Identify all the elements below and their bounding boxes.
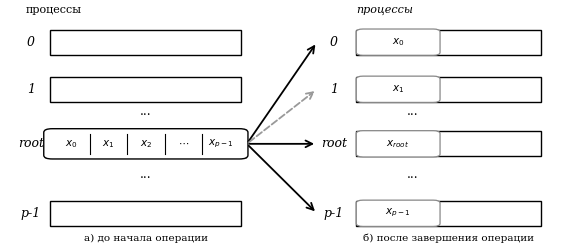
Text: $x_1$: $x_1$: [392, 83, 404, 95]
Text: $x_2$: $x_2$: [140, 138, 152, 150]
Text: $x_{p-1}$: $x_{p-1}$: [385, 207, 411, 219]
FancyBboxPatch shape: [356, 76, 440, 102]
Bar: [50, 77, 241, 102]
Text: $x_{p-1}$: $x_{p-1}$: [208, 138, 234, 150]
Text: ···: ···: [140, 172, 151, 185]
Text: $\cdots$: $\cdots$: [178, 139, 189, 148]
Text: root: root: [321, 137, 347, 150]
FancyBboxPatch shape: [356, 200, 440, 226]
Bar: [50, 30, 241, 55]
Text: root: root: [18, 137, 44, 150]
Bar: [46, 130, 246, 158]
Text: 0: 0: [27, 36, 35, 49]
Text: $x_0$: $x_0$: [392, 36, 404, 48]
FancyBboxPatch shape: [44, 129, 248, 159]
Bar: [356, 30, 541, 55]
Text: ···: ···: [140, 109, 151, 122]
FancyBboxPatch shape: [356, 29, 440, 55]
Text: p-1: p-1: [21, 207, 41, 220]
Text: $x_{root}$: $x_{root}$: [387, 138, 410, 150]
Text: $x_0$: $x_0$: [65, 138, 77, 150]
Bar: [356, 77, 541, 102]
Text: процессы: процессы: [25, 5, 81, 15]
Text: 1: 1: [330, 83, 338, 96]
Text: ···: ···: [407, 109, 418, 122]
Bar: [356, 201, 541, 226]
Text: 0: 0: [330, 36, 338, 49]
Text: б) после завершения операции: б) после завершения операции: [364, 234, 534, 243]
Text: 1: 1: [27, 83, 35, 96]
Text: p-1: p-1: [324, 207, 344, 220]
Text: процессы: процессы: [356, 5, 413, 15]
Text: а) до начала операции: а) до начала операции: [84, 234, 208, 243]
Text: ···: ···: [407, 172, 418, 185]
Text: $x_1$: $x_1$: [102, 138, 114, 150]
FancyBboxPatch shape: [356, 131, 440, 157]
Bar: [356, 131, 541, 156]
Bar: [50, 201, 241, 226]
